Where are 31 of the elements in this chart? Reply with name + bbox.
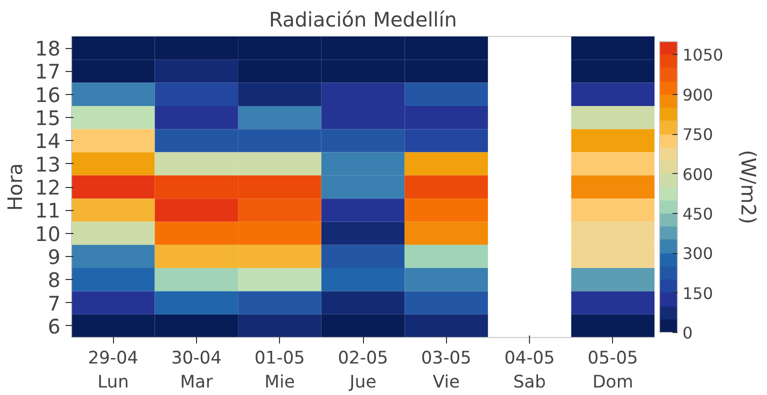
color-bar-title: (W/m2) (736, 150, 760, 224)
x-tick-label: 04-05 Sab (504, 348, 555, 392)
y-tick-label: 12 (35, 176, 61, 200)
color-bar-label: 150 (682, 284, 714, 303)
y-axis-title: Hora (3, 163, 28, 211)
chart-title: Radiación Medellín (269, 8, 457, 32)
color-bar-label: 900 (682, 85, 714, 104)
color-bar-label: 300 (682, 244, 714, 264)
x-tick-label: 29-04 Lun (88, 348, 138, 392)
x-tick-label: 03-05 Vie (421, 348, 472, 392)
y-tick-label: 18 (35, 36, 61, 61)
y-tick-label: 17 (35, 60, 61, 84)
y-tick-label: 13 (35, 152, 61, 176)
y-tick-label: 14 (35, 129, 61, 154)
y-tick-label: 7 (48, 291, 61, 316)
y-tick-label: 10 (35, 222, 61, 246)
x-tick-label: 05-05 Dom (588, 348, 638, 392)
color-bar-label: 600 (682, 164, 714, 184)
y-tick-label: 8 (48, 268, 61, 292)
color-bar-label: 750 (682, 125, 714, 144)
color-bar-label: 0 (682, 324, 693, 342)
y-tick-label: 11 (35, 198, 61, 223)
y-tick-label: 16 (35, 82, 61, 107)
y-tick-label: 15 (35, 106, 61, 130)
color-bar-label: 450 (682, 204, 714, 224)
y-tick-label: 9 (48, 244, 61, 269)
x-tick-label: 02-05 Jue (338, 348, 388, 392)
x-tick-label: 01-05 Mie (254, 348, 305, 392)
x-tick-label: 30-04 Mar (171, 348, 222, 392)
y-tick-label: 6 (48, 314, 61, 338)
color-bar-label: 1050 (682, 46, 724, 65)
